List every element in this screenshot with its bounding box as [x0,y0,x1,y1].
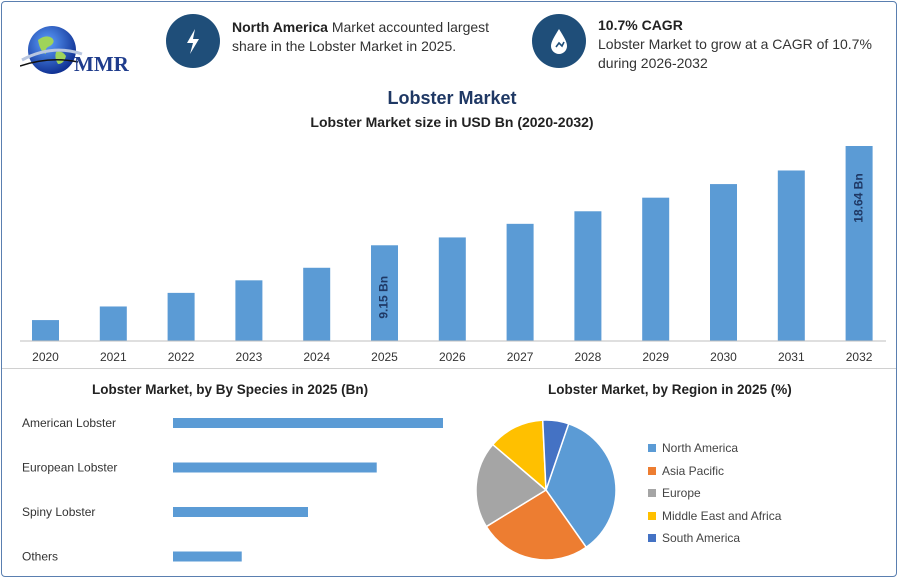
pie-slice-europe [475,443,548,528]
x-tick-2031: 2031 [778,350,805,364]
legend-item: Asia Pacific [648,460,888,483]
legend-label: North America [662,441,739,456]
bar-2030 [710,184,737,341]
bar-2020 [32,320,59,341]
section-divider [2,368,896,369]
info2-line1: Lobster Market to grow at a CAGR of 10.7… [598,36,872,52]
info-circle-1 [166,14,220,68]
legend-swatch [648,489,656,498]
legend-item: North America [648,437,888,460]
region-chart-title: Lobster Market, by Region in 2025 (%) [548,382,792,397]
x-tick-2022: 2022 [168,350,195,364]
data-label-2032: 18.64 Bn [851,173,865,222]
bar-2024 [303,267,331,341]
bar-2027 [506,223,534,341]
globe-icon [19,26,83,74]
info2-line2: during 2026-2032 [598,55,708,71]
pie-slice-asia-pacific [485,488,588,561]
x-tick-2020: 2020 [32,350,59,364]
pie-slice-middle-east-and-africa [491,419,547,492]
info1-bold: North America [232,19,328,35]
species-bar-chart: American Lobster European Lobster Spiny Lo… [22,416,443,564]
region-pie-chart [475,419,617,561]
legend-label: Europe [662,486,701,501]
info2-bold: 10.7% CAGR [598,17,683,33]
legend-item: Europe [648,482,888,505]
info-circle-2 [532,14,586,68]
species-bar [173,507,308,517]
species-bar [173,551,242,562]
info-text-1: North America Market accounted largest s… [232,18,522,56]
legend-swatch [648,466,656,475]
logo-text: MMR [74,52,129,76]
species-chart-title: Lobster Market, by By Species in 2025 (B… [92,382,369,397]
bar-2021 [99,306,127,341]
legend-item: South America [648,527,888,550]
bar-2029 [642,197,670,341]
x-tick-2025: 2025 [371,350,398,364]
species-label: European Lobster [22,461,117,475]
legend-swatch [648,444,656,453]
data-label-2025: 9.15 Bn [377,276,391,319]
species-label: Others [22,550,58,564]
growth-drop-icon [551,29,567,54]
x-tick-2029: 2029 [642,350,669,364]
x-tick-2023: 2023 [236,350,263,364]
legend-swatch [648,534,656,543]
legend-swatch [648,511,656,520]
species-label: American Lobster [22,416,116,430]
legend-item: Middle East and Africa [648,505,888,528]
mmr-logo: MMR [19,20,140,80]
x-tick-2027: 2027 [507,350,534,364]
x-tick-2024: 2024 [303,350,330,364]
info-text-2: 10.7% CAGR Lobster Market to grow at a C… [598,16,888,73]
info1-rest: Market accounted largest [327,19,490,35]
bar-2026 [438,237,466,341]
species-bar [173,462,377,473]
x-tick-2030: 2030 [710,350,737,364]
market-size-bar-chart: 2020 2021 2022 2023 2024 2025 9.15 Bn 2026 2027 2… [20,146,886,364]
bar-2022 [167,292,195,341]
pie-slice-south-america [541,419,570,491]
species-label: Spiny Lobster [22,505,95,519]
bar-2031 [777,170,805,341]
species-bar [173,418,443,428]
bar-2025 [371,245,398,341]
region-legend: North America Asia Pacific Europe Middle Ea… [648,437,888,550]
main-title: Lobster Market [387,88,517,108]
legend-label: South America [662,531,741,546]
info1-line2: share in the Lobster Market in 2025. [232,38,457,54]
x-tick-2021: 2021 [100,350,127,364]
chart-subtitle: Lobster Market size in USD Bn (2020-2032… [310,114,594,130]
bar-2032 [845,146,873,341]
x-tick-2032: 2032 [846,350,873,364]
bar-2028 [574,211,602,341]
lightning-icon [187,29,199,54]
bar-2023 [235,280,263,341]
legend-label: Asia Pacific [662,463,725,478]
pie-slice-north-america [545,422,617,549]
legend-label: Middle East and Africa [662,508,782,523]
x-tick-2026: 2026 [439,350,466,364]
x-tick-2028: 2028 [575,350,602,364]
